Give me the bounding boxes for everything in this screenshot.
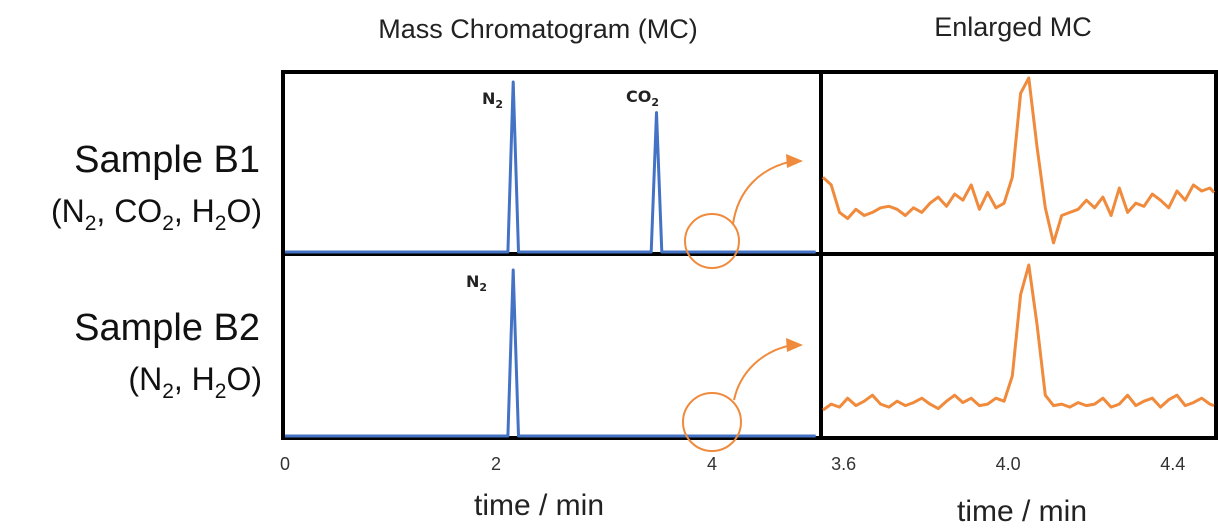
enlarged-series-b2 xyxy=(822,263,1215,412)
row-label-b2: Sample B2 xyxy=(74,307,260,349)
zoom-arrowhead-b2 xyxy=(786,338,803,352)
zoom-circle-b2 xyxy=(682,392,742,452)
component-b2-h2o: H2O xyxy=(192,361,252,403)
zoom-marker-b1 xyxy=(684,154,803,269)
mc-tick-2: 2 xyxy=(491,454,501,474)
mc-panel-b2-frame xyxy=(281,252,823,440)
peak-label-b1-co2: CO2 xyxy=(626,87,659,109)
component-b1-h2o: H2O xyxy=(192,193,252,235)
enlarged-tick-4-0: 4.0 xyxy=(996,454,1021,474)
enlarged-tick-3-6: 3.6 xyxy=(831,454,856,474)
enlarged-x-axis-label: time / min xyxy=(957,495,1087,528)
enlarged-tick-4-4: 4.4 xyxy=(1160,454,1185,474)
mc-series-b2 xyxy=(285,268,816,438)
zoom-marker-b2 xyxy=(682,338,803,452)
enlarged-title: Enlarged MC xyxy=(934,12,1092,42)
component-b2-n2: N2, xyxy=(139,361,192,403)
enlarged-panel-b2-frame xyxy=(819,252,1218,440)
mc-x-axis-label: time / min xyxy=(474,489,604,522)
mc-panel-b1-frame xyxy=(281,70,823,256)
mc-tick-4: 4 xyxy=(707,454,717,474)
mc-tick-0: 0 xyxy=(280,454,290,474)
enlarged-x-ticks: 3.6 4.0 4.4 xyxy=(831,454,1185,474)
mc-trace-b2 xyxy=(285,268,816,438)
component-b1-co2: CO2, xyxy=(114,193,191,235)
peak-label-b1-n2: N2 xyxy=(482,89,503,111)
row-label-b1: Sample B1 xyxy=(74,139,260,181)
peak-label-b2-n2: N2 xyxy=(466,272,487,294)
zoom-arrow-b1 xyxy=(732,160,794,225)
row-components-b1: (N2, CO2, H2O) xyxy=(51,193,262,235)
enlarged-series-b1 xyxy=(821,76,1216,245)
component-b1-n2: N2, xyxy=(62,193,115,235)
enlarged-trace-b1 xyxy=(821,76,1216,245)
enlarged-trace-b2 xyxy=(822,263,1215,412)
zoom-circle-b1 xyxy=(684,213,740,269)
row-components-b2: (N2, H2O) xyxy=(128,361,262,403)
mc-title: Mass Chromatogram (MC) xyxy=(378,14,698,44)
zoom-arrow-b2 xyxy=(733,344,793,401)
zoom-arrowhead-b1 xyxy=(786,154,803,168)
mc-trace-b1 xyxy=(285,80,816,254)
mc-x-ticks: 0 2 4 xyxy=(280,454,717,474)
mc-series-b1 xyxy=(285,80,816,254)
